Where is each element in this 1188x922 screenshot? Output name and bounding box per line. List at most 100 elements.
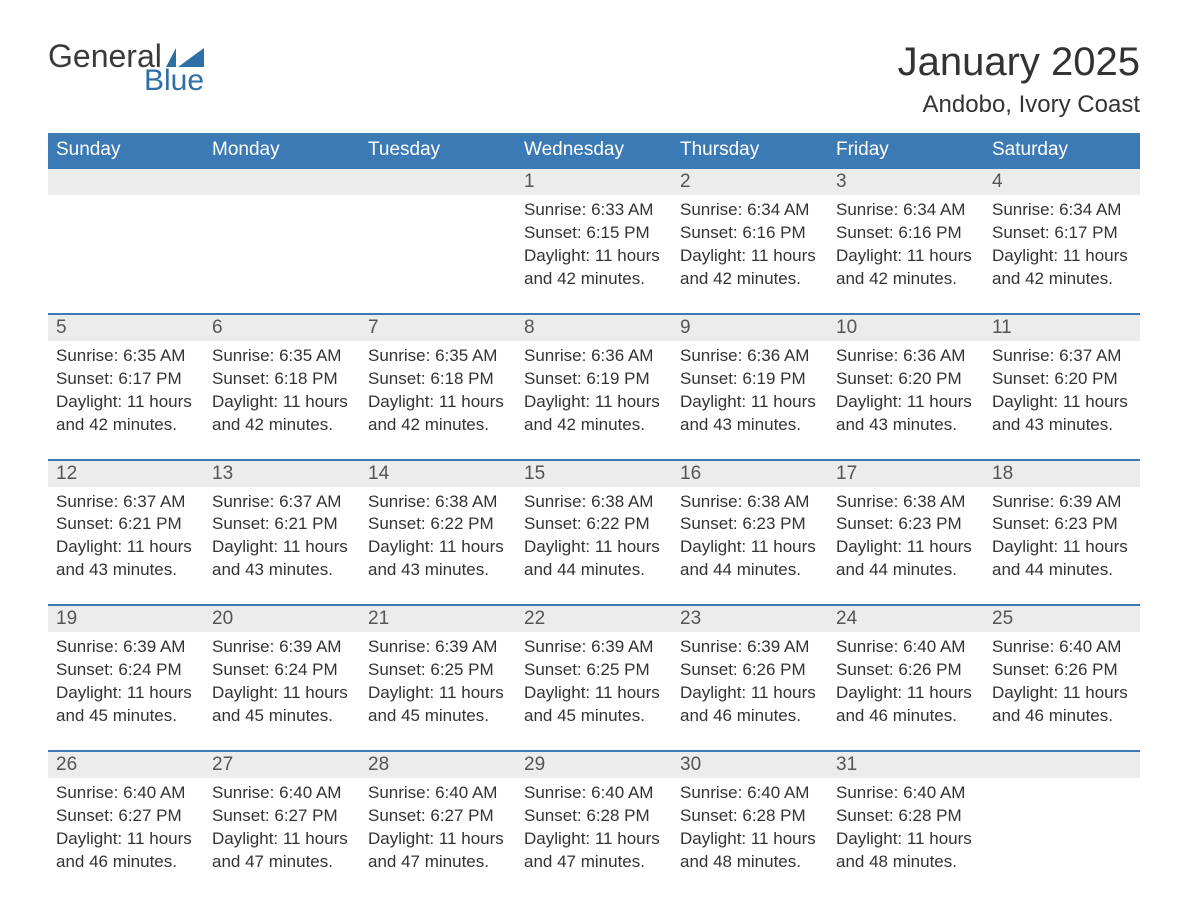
day-cell: Sunrise: 6:40 AMSunset: 6:27 PMDaylight:…: [204, 778, 360, 882]
sunrise-text: Sunrise: 6:38 AM: [524, 491, 664, 514]
weeks-container: 1234Sunrise: 6:33 AMSunset: 6:15 PMDayli…: [48, 167, 1140, 882]
sunset-text: Sunset: 6:25 PM: [524, 659, 664, 682]
day-body-row: Sunrise: 6:40 AMSunset: 6:27 PMDaylight:…: [48, 778, 1140, 882]
day-cell: Sunrise: 6:40 AMSunset: 6:27 PMDaylight:…: [360, 778, 516, 882]
day-number: 25: [984, 606, 1140, 632]
sunset-text: Sunset: 6:22 PM: [368, 513, 508, 536]
day-cell: Sunrise: 6:39 AMSunset: 6:26 PMDaylight:…: [672, 632, 828, 736]
sunset-text: Sunset: 6:16 PM: [680, 222, 820, 245]
daylight-text: Daylight: 11 hours and 42 minutes.: [56, 391, 196, 437]
sunrise-text: Sunrise: 6:38 AM: [368, 491, 508, 514]
daylight-text: Daylight: 11 hours and 45 minutes.: [212, 682, 352, 728]
day-number: [360, 169, 516, 195]
dow-tuesday: Tuesday: [360, 133, 516, 167]
week: 1234Sunrise: 6:33 AMSunset: 6:15 PMDayli…: [48, 167, 1140, 299]
day-number: 12: [48, 461, 204, 487]
day-number: [48, 169, 204, 195]
day-cell: Sunrise: 6:38 AMSunset: 6:23 PMDaylight:…: [828, 487, 984, 591]
daylight-text: Daylight: 11 hours and 44 minutes.: [524, 536, 664, 582]
sunset-text: Sunset: 6:27 PM: [368, 805, 508, 828]
sunset-text: Sunset: 6:19 PM: [524, 368, 664, 391]
day-number: 22: [516, 606, 672, 632]
daylight-text: Daylight: 11 hours and 46 minutes.: [992, 682, 1132, 728]
sunset-text: Sunset: 6:17 PM: [56, 368, 196, 391]
dow-saturday: Saturday: [984, 133, 1140, 167]
day-cell: Sunrise: 6:35 AMSunset: 6:18 PMDaylight:…: [360, 341, 516, 445]
day-number: 14: [360, 461, 516, 487]
day-cell: Sunrise: 6:38 AMSunset: 6:23 PMDaylight:…: [672, 487, 828, 591]
sunrise-text: Sunrise: 6:37 AM: [992, 345, 1132, 368]
sunrise-text: Sunrise: 6:39 AM: [524, 636, 664, 659]
day-number: 11: [984, 315, 1140, 341]
daylight-text: Daylight: 11 hours and 45 minutes.: [368, 682, 508, 728]
title-block: January 2025 Andobo, Ivory Coast: [898, 40, 1140, 119]
day-number: 20: [204, 606, 360, 632]
day-number: 5: [48, 315, 204, 341]
days-of-week-header: Sunday Monday Tuesday Wednesday Thursday…: [48, 133, 1140, 167]
day-number: 24: [828, 606, 984, 632]
week: 262728293031Sunrise: 6:40 AMSunset: 6:27…: [48, 750, 1140, 882]
day-number: 1: [516, 169, 672, 195]
sunrise-text: Sunrise: 6:39 AM: [992, 491, 1132, 514]
day-cell: Sunrise: 6:39 AMSunset: 6:25 PMDaylight:…: [516, 632, 672, 736]
sunset-text: Sunset: 6:20 PM: [836, 368, 976, 391]
daylight-text: Daylight: 11 hours and 43 minutes.: [368, 536, 508, 582]
daylight-text: Daylight: 11 hours and 46 minutes.: [680, 682, 820, 728]
day-cell: Sunrise: 6:34 AMSunset: 6:16 PMDaylight:…: [828, 195, 984, 299]
day-cell: Sunrise: 6:40 AMSunset: 6:28 PMDaylight:…: [672, 778, 828, 882]
sunset-text: Sunset: 6:27 PM: [56, 805, 196, 828]
sunrise-text: Sunrise: 6:40 AM: [680, 782, 820, 805]
day-number: 28: [360, 752, 516, 778]
day-cell: [204, 195, 360, 299]
daylight-text: Daylight: 11 hours and 47 minutes.: [212, 828, 352, 874]
daylight-text: Daylight: 11 hours and 42 minutes.: [212, 391, 352, 437]
sunrise-text: Sunrise: 6:40 AM: [56, 782, 196, 805]
daylight-text: Daylight: 11 hours and 43 minutes.: [992, 391, 1132, 437]
sunset-text: Sunset: 6:20 PM: [992, 368, 1132, 391]
day-number: 17: [828, 461, 984, 487]
day-cell: Sunrise: 6:37 AMSunset: 6:21 PMDaylight:…: [48, 487, 204, 591]
daylight-text: Daylight: 11 hours and 45 minutes.: [56, 682, 196, 728]
header: General Blue January 2025 Andobo, Ivory …: [48, 40, 1140, 119]
day-cell: [48, 195, 204, 299]
sunrise-text: Sunrise: 6:35 AM: [56, 345, 196, 368]
dow-sunday: Sunday: [48, 133, 204, 167]
sunset-text: Sunset: 6:28 PM: [680, 805, 820, 828]
day-cell: Sunrise: 6:39 AMSunset: 6:24 PMDaylight:…: [48, 632, 204, 736]
sunrise-text: Sunrise: 6:40 AM: [836, 782, 976, 805]
daylight-text: Daylight: 11 hours and 48 minutes.: [836, 828, 976, 874]
day-body-row: Sunrise: 6:35 AMSunset: 6:17 PMDaylight:…: [48, 341, 1140, 445]
day-cell: Sunrise: 6:39 AMSunset: 6:23 PMDaylight:…: [984, 487, 1140, 591]
sunset-text: Sunset: 6:24 PM: [212, 659, 352, 682]
dow-friday: Friday: [828, 133, 984, 167]
day-number: 2: [672, 169, 828, 195]
sunset-text: Sunset: 6:23 PM: [992, 513, 1132, 536]
daylight-text: Daylight: 11 hours and 48 minutes.: [680, 828, 820, 874]
sunrise-text: Sunrise: 6:39 AM: [56, 636, 196, 659]
day-cell: Sunrise: 6:35 AMSunset: 6:18 PMDaylight:…: [204, 341, 360, 445]
sunset-text: Sunset: 6:25 PM: [368, 659, 508, 682]
daylight-text: Daylight: 11 hours and 44 minutes.: [992, 536, 1132, 582]
sunrise-text: Sunrise: 6:39 AM: [368, 636, 508, 659]
daylight-text: Daylight: 11 hours and 44 minutes.: [836, 536, 976, 582]
sunrise-text: Sunrise: 6:40 AM: [212, 782, 352, 805]
daylight-text: Daylight: 11 hours and 42 minutes.: [524, 391, 664, 437]
sunset-text: Sunset: 6:26 PM: [680, 659, 820, 682]
day-number: 8: [516, 315, 672, 341]
week: 12131415161718Sunrise: 6:37 AMSunset: 6:…: [48, 459, 1140, 591]
day-cell: Sunrise: 6:36 AMSunset: 6:20 PMDaylight:…: [828, 341, 984, 445]
day-number: 21: [360, 606, 516, 632]
sunrise-text: Sunrise: 6:36 AM: [836, 345, 976, 368]
sunrise-text: Sunrise: 6:35 AM: [212, 345, 352, 368]
day-cell: Sunrise: 6:33 AMSunset: 6:15 PMDaylight:…: [516, 195, 672, 299]
week: 19202122232425Sunrise: 6:39 AMSunset: 6:…: [48, 604, 1140, 736]
day-number: 27: [204, 752, 360, 778]
daylight-text: Daylight: 11 hours and 45 minutes.: [524, 682, 664, 728]
daynum-strip: 12131415161718: [48, 459, 1140, 487]
sunrise-text: Sunrise: 6:40 AM: [992, 636, 1132, 659]
sunrise-text: Sunrise: 6:36 AM: [680, 345, 820, 368]
daylight-text: Daylight: 11 hours and 43 minutes.: [680, 391, 820, 437]
sunset-text: Sunset: 6:22 PM: [524, 513, 664, 536]
day-cell: Sunrise: 6:37 AMSunset: 6:20 PMDaylight:…: [984, 341, 1140, 445]
sunset-text: Sunset: 6:17 PM: [992, 222, 1132, 245]
